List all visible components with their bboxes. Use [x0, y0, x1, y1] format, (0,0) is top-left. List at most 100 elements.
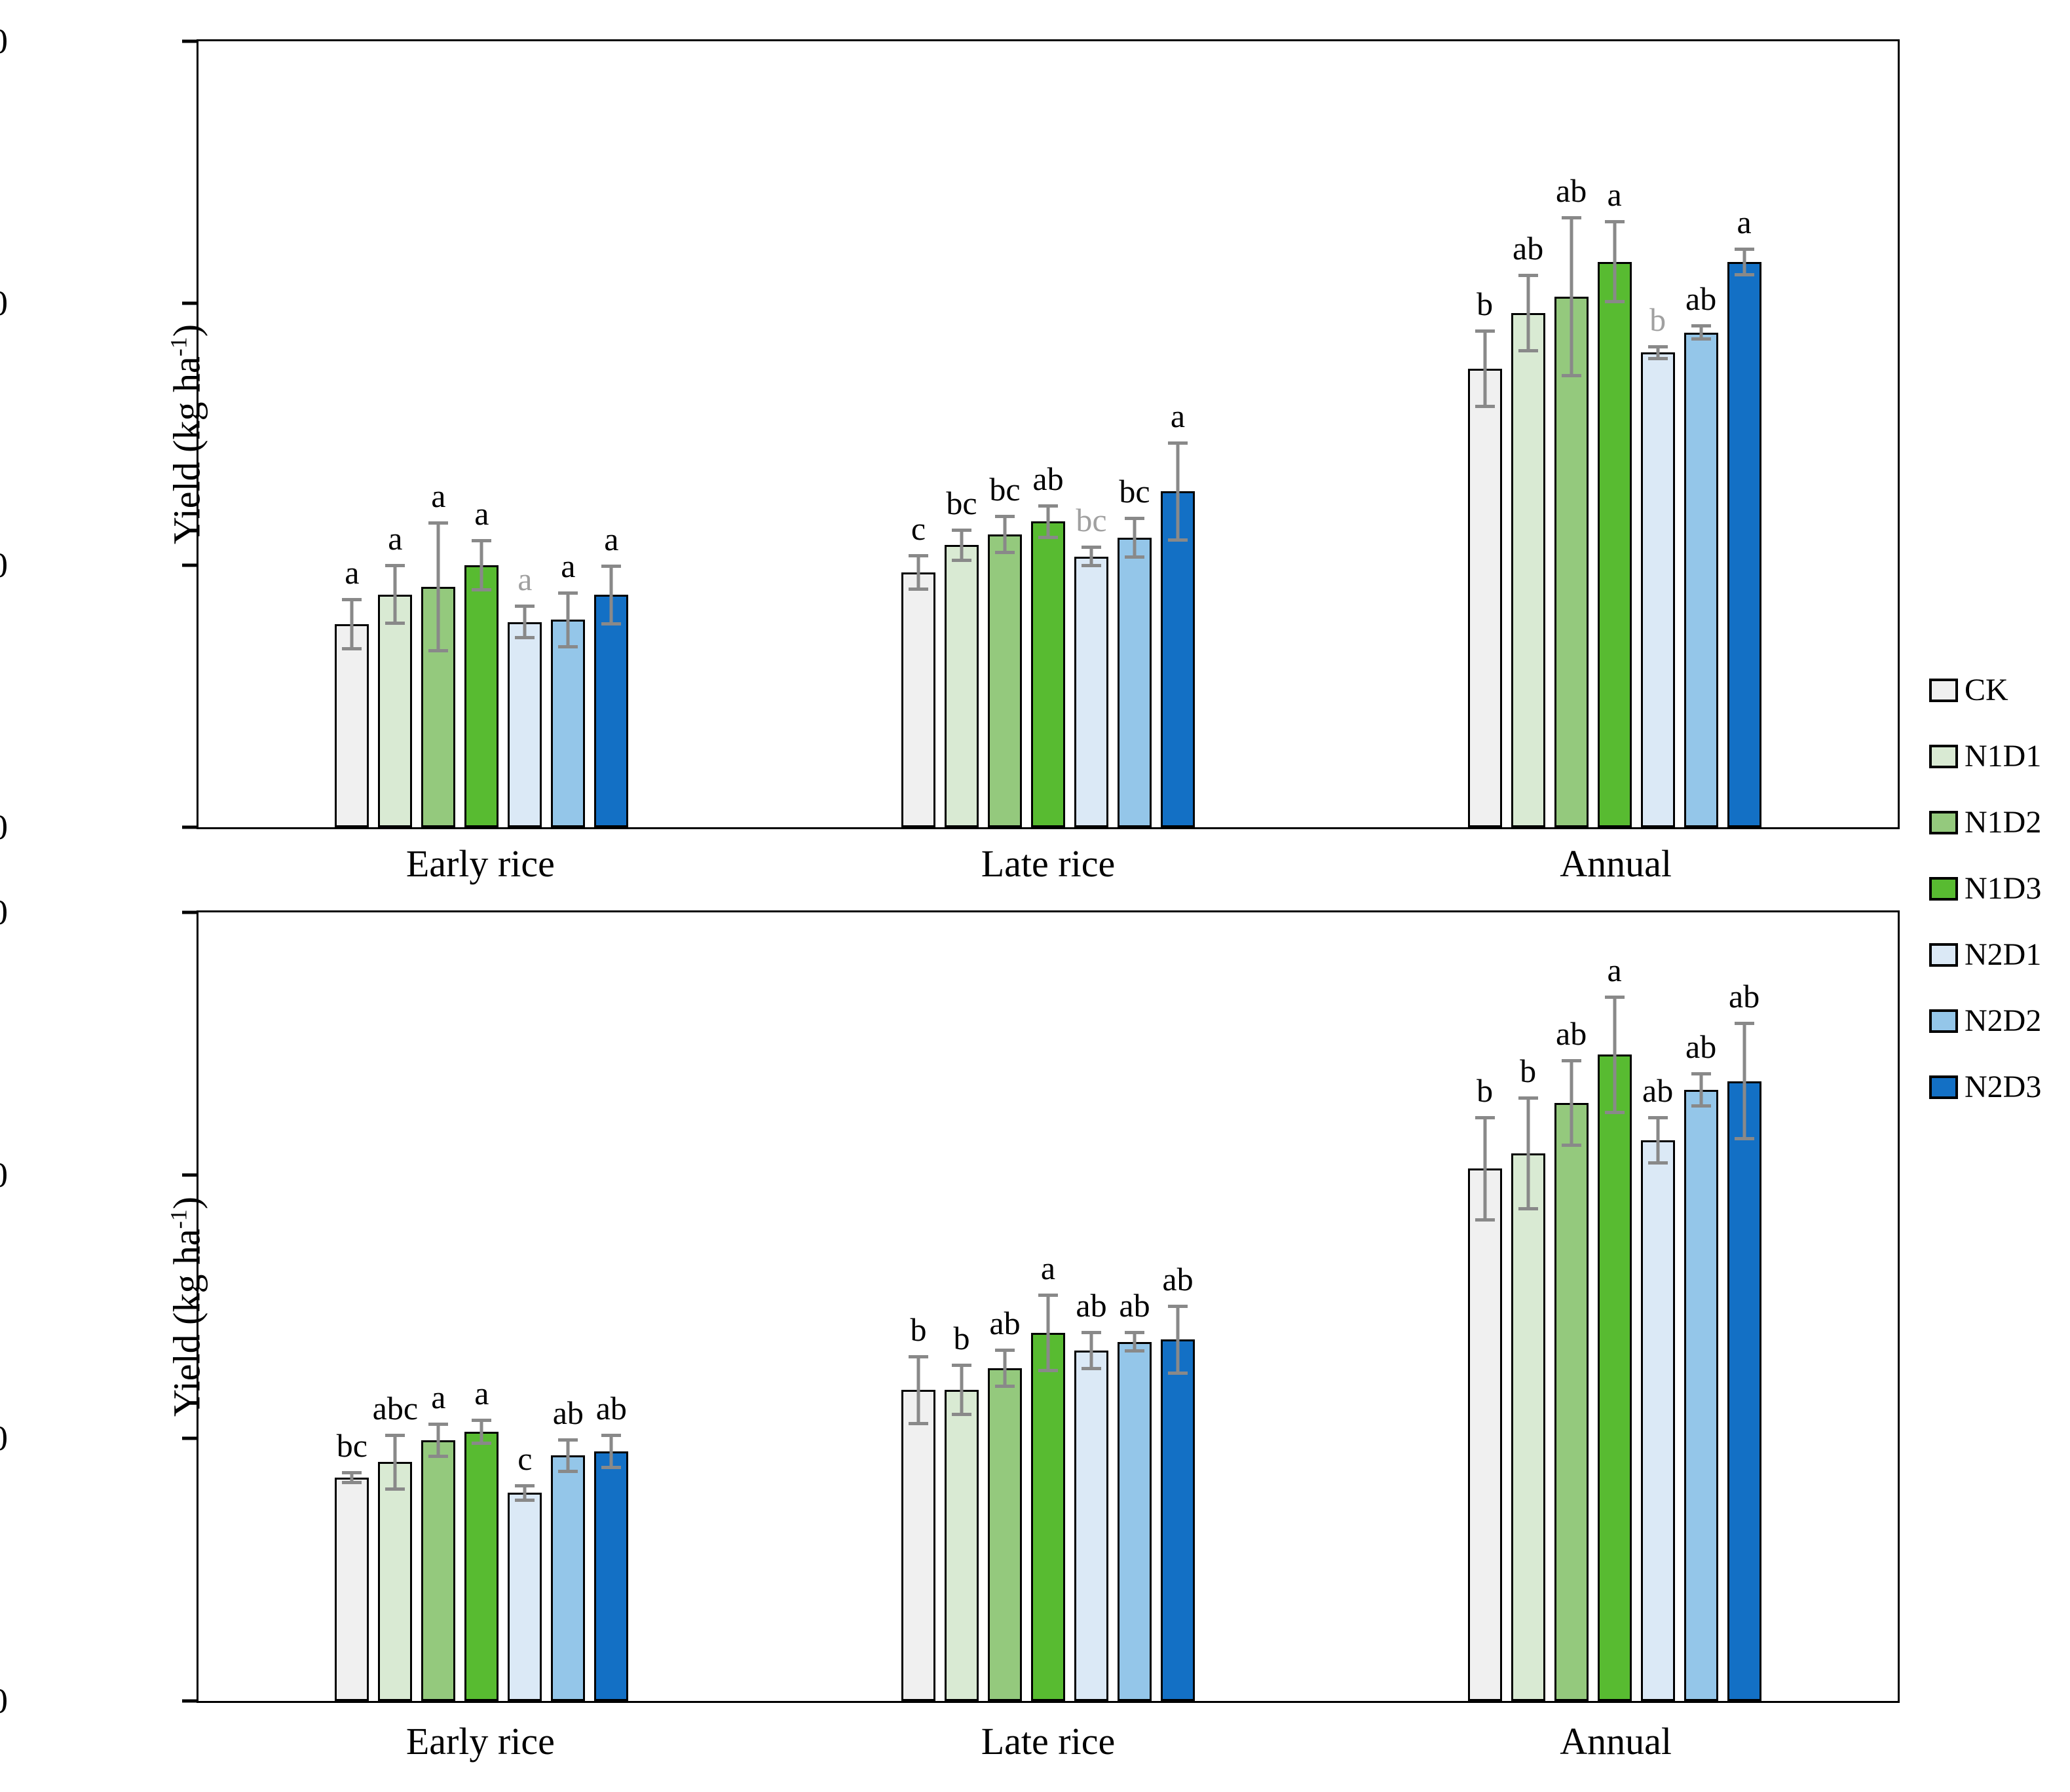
error-bar-line: [960, 1363, 964, 1417]
x-axis-category-label: Late rice: [981, 1720, 1116, 1763]
error-bar-line: [1656, 1116, 1660, 1165]
significance-letter-N2D1: bc: [1076, 502, 1107, 539]
error-bar-cap-bottom: [1124, 555, 1144, 559]
x-axis-category-label: Early rice: [405, 842, 555, 885]
bar-slot-N1D1: a: [378, 41, 413, 827]
bar-N1D3: [1030, 1333, 1065, 1701]
error-bar-line: [609, 1434, 613, 1469]
significance-letter-CK: b: [1477, 286, 1494, 322]
error-bar-cap-bottom: [515, 636, 535, 640]
error-bar-N1D2: [994, 515, 1015, 555]
bar-slot-N1D2: ab: [1554, 41, 1589, 827]
significance-letter-N1D2: ab: [989, 1304, 1021, 1341]
error-bar-cap-top: [1475, 329, 1495, 333]
legend-swatch-N2D1: [1929, 943, 1958, 967]
error-bar-line: [1570, 1059, 1573, 1147]
top-panel-category-labels: Early rice Late rice Annual: [197, 842, 1900, 894]
bar-N2D2: [1684, 332, 1718, 827]
bar-slot-N1D2: a: [421, 912, 456, 1701]
error-bar-cap-top: [951, 1363, 971, 1367]
error-bar-cap-top: [1167, 1304, 1188, 1308]
error-bar-CK: [908, 1354, 928, 1425]
legend-item-N2D1: N2D1: [1929, 939, 2041, 971]
y-axis-tick-mark: [182, 301, 197, 305]
error-bar-cap-top: [385, 564, 405, 568]
error-bar-cap-bottom: [1167, 1371, 1188, 1375]
error-bar-N1D2: [428, 521, 449, 652]
error-bar-cap-top: [385, 1433, 405, 1437]
error-bar-N2D3: [1167, 1304, 1188, 1375]
error-bar-cap-bottom: [472, 1441, 492, 1445]
bar-CK: [335, 1477, 369, 1701]
significance-letter-CK: b: [1477, 1072, 1494, 1110]
bar-group-annual: b ab ab a b ab a: [1331, 41, 1898, 827]
error-bar-N2D3: [1734, 1022, 1754, 1140]
bar-N2D2: [551, 620, 586, 827]
legend-swatch-CK: [1929, 679, 1958, 702]
y-axis-tick-label: 12,000: [0, 283, 8, 324]
error-bar-N1D1: [951, 529, 971, 562]
significance-letter-N1D3: ab: [1032, 460, 1064, 497]
error-bar-N1D3: [1604, 220, 1625, 303]
error-bar-cap-bottom: [1038, 536, 1058, 539]
error-bar-N2D1: [1081, 546, 1101, 568]
significance-letter-N1D3: a: [1607, 176, 1622, 214]
error-bar-cap-bottom: [1734, 272, 1754, 276]
error-bar-N2D2: [1124, 517, 1144, 559]
bar-CK: [901, 1390, 935, 1701]
bar-slot-N2D1: b: [1640, 41, 1675, 827]
error-bar-cap-bottom: [1475, 1218, 1495, 1222]
bar-slot-N1D1: b: [944, 912, 979, 1701]
error-bar-cap-bottom: [428, 648, 449, 652]
bar-CK: [1467, 1168, 1502, 1701]
error-bar-line: [566, 591, 570, 648]
bar-N1D3: [464, 1431, 499, 1701]
significance-letter-N1D3: a: [1607, 952, 1622, 989]
bar-N1D1: [1511, 312, 1545, 827]
error-bar-line: [523, 1484, 527, 1502]
significance-letter-N2D2: a: [561, 548, 576, 584]
error-bar-N1D2: [1561, 215, 1581, 378]
significance-letter-N1D2: ab: [1556, 172, 1587, 209]
bar-slot-N2D3: a: [594, 41, 629, 827]
bar-N1D2: [987, 1368, 1022, 1701]
error-bar-N2D3: [601, 1434, 622, 1469]
bar-slot-N2D3: a: [1160, 41, 1195, 827]
error-bar-cap-top: [994, 1348, 1015, 1352]
significance-letter-CK: c: [911, 510, 926, 547]
y-axis-tick-label: 12,000: [0, 1155, 8, 1195]
significance-letter-N2D3: a: [1737, 203, 1752, 240]
error-bar-line: [1483, 1116, 1487, 1222]
legend-label-N1D1: N1D1: [1965, 739, 2042, 774]
error-bar-N1D1: [1518, 1096, 1538, 1210]
significance-letter-N2D1: b: [1649, 301, 1666, 338]
error-bar-N1D1: [951, 1363, 971, 1417]
error-bar-N1D2: [1561, 1059, 1581, 1147]
significance-letter-N2D2: ab: [1119, 1286, 1150, 1324]
error-bar-line: [1176, 441, 1180, 542]
significance-letter-CK: bc: [336, 1427, 367, 1464]
error-bar-line: [1133, 1330, 1137, 1353]
error-bar-line: [393, 564, 397, 625]
error-bar-CK: [1475, 329, 1495, 408]
error-bar-CK: [342, 598, 362, 650]
error-bar-line: [1526, 273, 1530, 352]
error-bar-cap-bottom: [1167, 538, 1188, 542]
legend-label-N2D1: N2D1: [1965, 937, 2042, 972]
error-bar-cap-top: [558, 1438, 578, 1442]
error-bar-N2D2: [1691, 324, 1711, 341]
legend-swatch-N1D2: [1929, 811, 1958, 834]
error-bar-line: [1656, 345, 1660, 360]
y-axis-tick-mark: [182, 910, 197, 914]
legend-item-N2D3: N2D3: [1929, 1072, 2041, 1103]
bar-slot-CK: b: [1467, 41, 1502, 827]
bottom-panel-plot-area: 06,00012,00018,000Yield (kg ha-1)bcabcaa…: [0, 893, 1900, 1721]
bottom-panel-category-labels: Early rice Late rice Annual: [197, 1719, 1900, 1772]
error-bar-N1D3: [472, 1418, 492, 1445]
error-bar-cap-top: [1081, 546, 1101, 550]
x-axis-category-label: Late rice: [981, 842, 1116, 885]
x-axis-category-label: Early rice: [405, 1720, 555, 1763]
error-bar-cap-bottom: [1647, 1161, 1668, 1165]
bar-slot-N1D2: a: [421, 41, 456, 827]
bar-N1D2: [987, 534, 1022, 827]
